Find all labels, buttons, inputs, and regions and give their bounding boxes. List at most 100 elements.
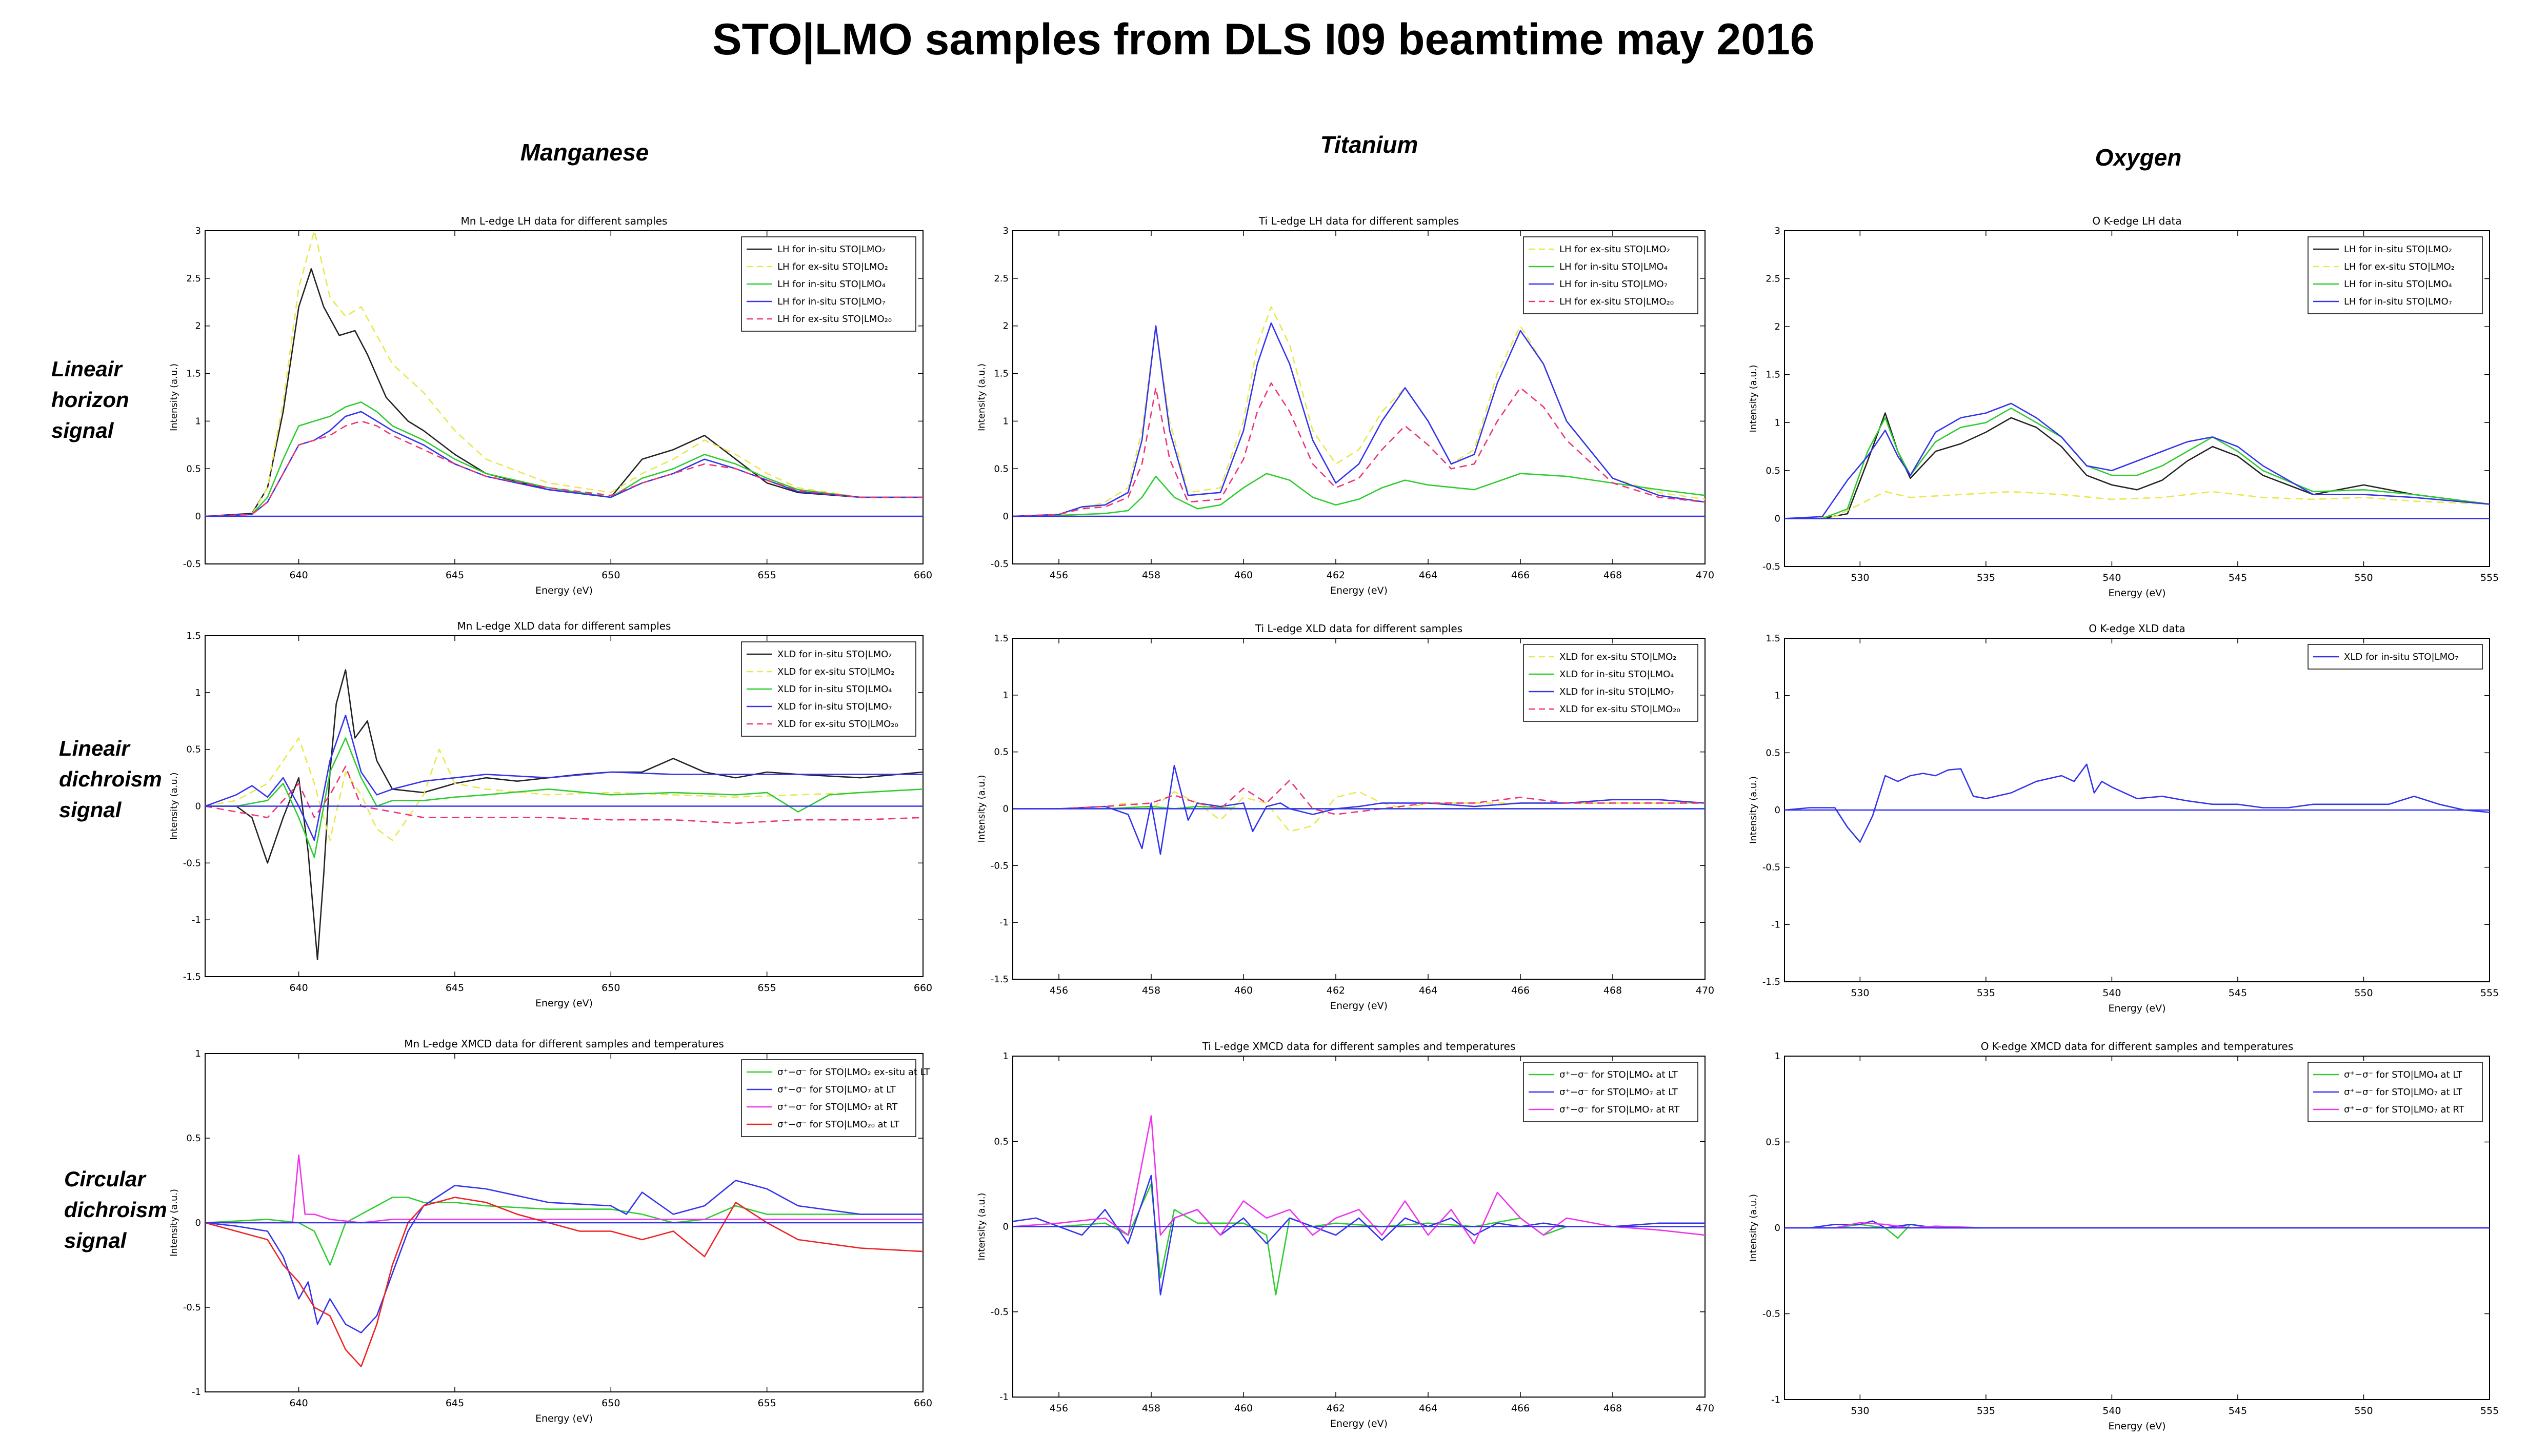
chart-panel: O K-edge LH data 530 535 540 545 550 555 -0.5 0 0… bbox=[1748, 215, 2499, 599]
x-tick-label: 456 bbox=[1050, 570, 1068, 581]
legend-box bbox=[2308, 644, 2483, 670]
y-tick-label: 0 bbox=[195, 1218, 201, 1228]
y-tick-label: 0 bbox=[195, 511, 201, 522]
series-line bbox=[1013, 779, 1705, 815]
y-axis-label: Intensity (a.u.) bbox=[1748, 776, 1759, 844]
x-tick-label: 462 bbox=[1327, 1403, 1345, 1414]
x-tick-label: 640 bbox=[289, 570, 308, 581]
y-tick-label: 2.5 bbox=[1766, 274, 1780, 285]
legend-label: LH for in-situ STO|LMO₇ bbox=[777, 296, 886, 307]
row-heading-linear-horizontal: Lineair horizon signal bbox=[51, 354, 215, 446]
y-tick-label: 1 bbox=[1003, 690, 1009, 701]
x-tick-label: 555 bbox=[2480, 572, 2499, 583]
y-tick-label: 1 bbox=[1775, 417, 1780, 428]
x-tick-label: 555 bbox=[2480, 1405, 2499, 1417]
chart-panel: O K-edge XMCD data for different samples… bbox=[1748, 1040, 2499, 1432]
x-tick-label: 550 bbox=[2354, 987, 2373, 999]
x-tick-label: 466 bbox=[1511, 570, 1530, 581]
legend-label: LH for in-situ STO|LMO₄ bbox=[1559, 261, 1668, 272]
y-tick-label: 1.5 bbox=[1766, 633, 1780, 644]
x-axis-label: Energy (eV) bbox=[2108, 588, 2165, 599]
y-axis-label: Intensity (a.u.) bbox=[169, 363, 179, 431]
y-tick-label: 0.5 bbox=[1766, 466, 1780, 476]
legend-label: XLD for ex-situ STO|LMO₂₀ bbox=[1559, 704, 1680, 715]
y-tick-label: 2.5 bbox=[994, 273, 1009, 284]
x-tick-label: 460 bbox=[1234, 985, 1253, 996]
x-axis-label: Energy (eV) bbox=[535, 1413, 593, 1424]
x-tick-label: 645 bbox=[446, 982, 464, 994]
y-tick-label: 1 bbox=[1775, 1051, 1780, 1062]
x-axis-label: Energy (eV) bbox=[1330, 585, 1388, 596]
x-tick-label: 464 bbox=[1419, 570, 1437, 581]
y-tick-label: 1.5 bbox=[994, 633, 1009, 644]
y-tick-label: 2 bbox=[195, 321, 201, 332]
legend-label: LH for in-situ STO|LMO₇ bbox=[2344, 296, 2452, 307]
x-tick-label: 650 bbox=[601, 570, 620, 581]
chart-panel: Ti L-edge XLD data for different samples… bbox=[976, 622, 1714, 1012]
y-tick-label: 0.5 bbox=[186, 1133, 201, 1144]
x-axis-label: Energy (eV) bbox=[2108, 1421, 2165, 1432]
x-tick-label: 464 bbox=[1419, 1403, 1437, 1414]
x-tick-label: 655 bbox=[758, 1398, 776, 1409]
row-heading-line: dichroism bbox=[64, 1198, 167, 1222]
x-tick-label: 550 bbox=[2354, 572, 2373, 583]
y-tick-label: -0.5 bbox=[183, 559, 201, 570]
series-line bbox=[1784, 763, 2490, 843]
x-axis-label: Energy (eV) bbox=[535, 585, 593, 596]
y-tick-label: -0.5 bbox=[1762, 561, 1780, 572]
legend-label: σ⁺−σ⁻ for STO|LMO₇ at RT bbox=[2344, 1104, 2464, 1115]
chart-title: Mn L-edge LH data for different samples bbox=[461, 215, 668, 227]
chart-title: Mn L-edge XLD data for different samples bbox=[457, 620, 671, 632]
legend-label: LH for in-situ STO|LMO₄ bbox=[2344, 279, 2452, 290]
legend-box bbox=[741, 641, 916, 737]
y-tick-label: 3 bbox=[195, 226, 201, 236]
x-axis-label: Energy (eV) bbox=[1330, 1418, 1388, 1429]
y-tick-label: -1.5 bbox=[991, 974, 1009, 985]
y-tick-label: 1 bbox=[195, 1048, 201, 1059]
x-tick-label: 540 bbox=[2102, 572, 2121, 583]
y-tick-label: -1.5 bbox=[1762, 977, 1780, 987]
x-tick-label: 535 bbox=[1977, 1405, 1995, 1417]
x-tick-label: 464 bbox=[1419, 985, 1437, 996]
y-tick-label: 0.5 bbox=[1766, 1137, 1780, 1148]
y-tick-label: -0.5 bbox=[183, 1302, 201, 1313]
x-tick-label: 650 bbox=[601, 1398, 620, 1409]
row-heading-line: signal bbox=[51, 418, 114, 442]
legend-label: σ⁺−σ⁻ for STO|LMO₇ at RT bbox=[1559, 1104, 1680, 1115]
x-tick-label: 640 bbox=[289, 982, 308, 994]
y-tick-label: -0.5 bbox=[1762, 862, 1780, 873]
y-tick-label: 0 bbox=[195, 801, 201, 812]
x-tick-label: 655 bbox=[758, 570, 776, 581]
x-tick-label: 645 bbox=[446, 1398, 464, 1409]
x-tick-label: 468 bbox=[1603, 985, 1622, 996]
y-tick-label: -1 bbox=[192, 1387, 201, 1398]
y-tick-label: -0.5 bbox=[991, 860, 1009, 871]
x-tick-label: 545 bbox=[2229, 1405, 2247, 1417]
x-tick-label: 460 bbox=[1234, 570, 1253, 581]
legend-label: XLD for in-situ STO|LMO₇ bbox=[1559, 686, 1674, 697]
row-heading-line: horizon bbox=[51, 388, 129, 412]
y-axis-label: Intensity (a.u.) bbox=[976, 775, 987, 843]
legend-label: XLD for ex-situ STO|LMO₂ bbox=[777, 666, 894, 677]
legend-label: XLD for in-situ STO|LMO₄ bbox=[1559, 669, 1674, 680]
x-tick-label: 530 bbox=[1851, 572, 1869, 583]
series-line bbox=[205, 737, 923, 841]
x-axis-label: Energy (eV) bbox=[535, 998, 593, 1009]
x-tick-label: 660 bbox=[914, 982, 932, 994]
row-heading-circular-dichroism: Circular dichroism signal bbox=[64, 1164, 228, 1256]
y-axis-label: Intensity (a.u.) bbox=[169, 1189, 179, 1257]
legend-label: XLD for ex-situ STO|LMO₂₀ bbox=[777, 719, 898, 730]
series-line bbox=[1013, 473, 1705, 517]
series-line bbox=[1013, 1115, 1705, 1245]
x-tick-label: 645 bbox=[446, 570, 464, 581]
legend-label: LH for in-situ STO|LMO₂ bbox=[2344, 244, 2452, 255]
x-tick-label: 540 bbox=[2102, 1405, 2121, 1417]
chart-panel: Ti L-edge XMCD data for different sample… bbox=[976, 1040, 1714, 1429]
legend-label: σ⁺−σ⁻ for STO|LMO₇ at LT bbox=[1559, 1087, 1678, 1098]
series-line bbox=[205, 268, 923, 517]
chart-panel: Mn L-edge XLD data for different samples… bbox=[169, 620, 932, 1009]
y-tick-label: -0.5 bbox=[1762, 1309, 1780, 1320]
legend-label: σ⁺−σ⁻ for STO|LMO₄ at LT bbox=[1559, 1069, 1678, 1080]
x-tick-label: 535 bbox=[1977, 987, 1995, 999]
series-line bbox=[1013, 382, 1705, 517]
